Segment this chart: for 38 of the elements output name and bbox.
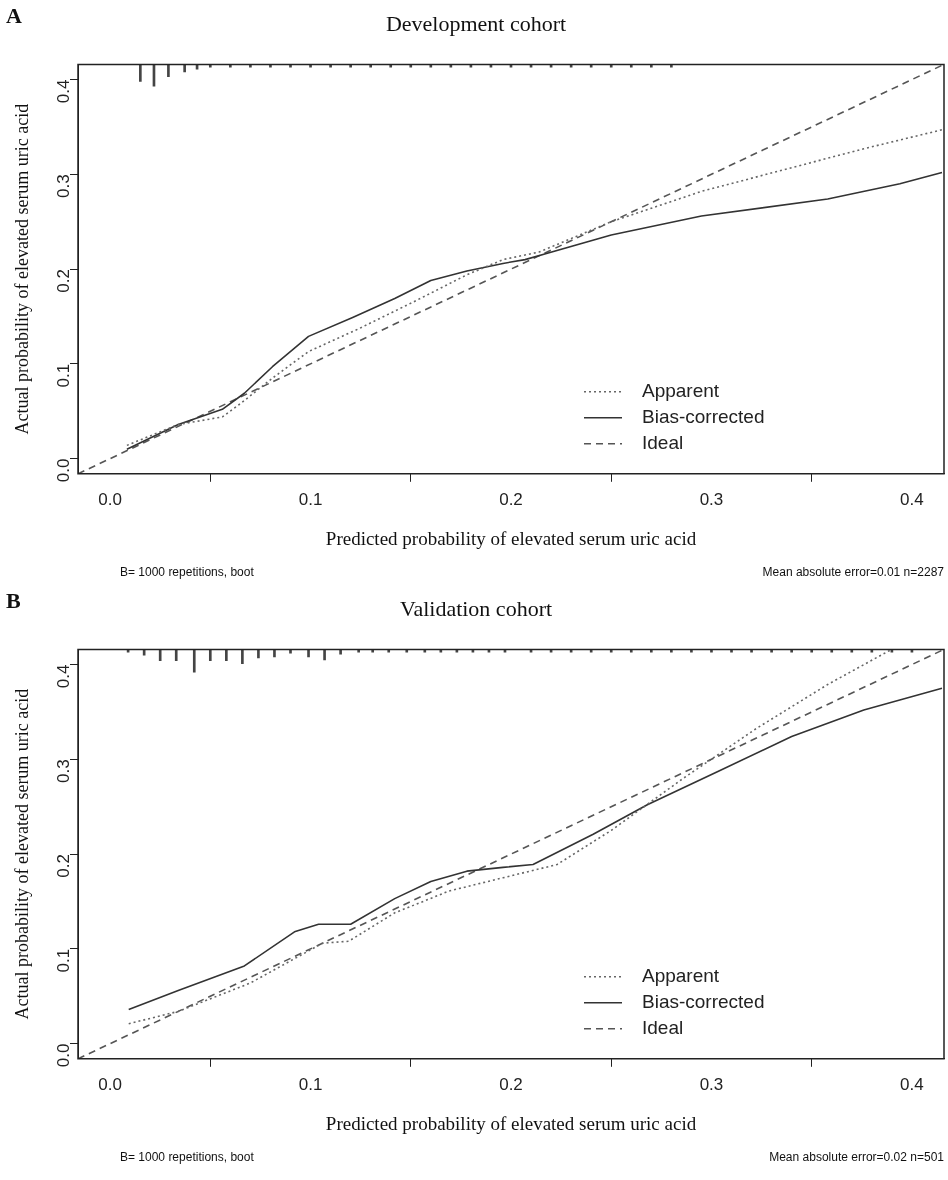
chart-title: Development cohort: [385, 10, 567, 36]
legend-label: Apparent: [642, 965, 720, 987]
chart-title: Validation cohort: [399, 595, 553, 621]
x-tick-label: 0.0: [98, 1074, 122, 1094]
legend-label: Ideal: [642, 432, 684, 454]
text: B= 1000 repetitions, boot: [120, 565, 255, 580]
text: B= 1000 repetitions, boot: [120, 1150, 255, 1165]
y-tick-label: 0.2: [53, 269, 73, 293]
text: A: [6, 2, 22, 28]
y-tick-label: 0.1: [53, 948, 73, 973]
legend-label: Apparent: [642, 380, 720, 402]
x-tick-label: 0.4: [900, 489, 924, 509]
y-tick-label: 0.4: [53, 664, 73, 689]
y-tick-label: 0.2: [53, 854, 73, 878]
legend-label: Bias-corrected: [642, 406, 765, 428]
x-tick-label: 0.1: [298, 1074, 323, 1094]
y-tick-label: 0.3: [53, 174, 73, 198]
legend-label: Ideal: [642, 1017, 684, 1039]
x-tick-label: 0.4: [900, 1074, 924, 1094]
text: B: [6, 587, 21, 613]
y-axis-title: Actual probability of elevated serum uric acid: [11, 103, 32, 435]
y-axis-title: Actual probability of elevated serum uric acid: [11, 688, 32, 1020]
y-tick-label: 0.0: [53, 1043, 73, 1068]
x-tick-label: 0.0: [98, 489, 122, 509]
y-tick-label: 0.1: [53, 363, 73, 388]
x-tick-label: 0.3: [699, 489, 724, 509]
legend-label: Bias-corrected: [642, 991, 765, 1013]
x-tick-label: 0.2: [499, 489, 523, 509]
y-tick-label: 0.4: [53, 79, 73, 104]
text: Mean absolute error=0.01 n=2287: [762, 565, 945, 580]
x-tick-label: 0.3: [699, 1074, 724, 1094]
text: Mean absolute error=0.02 n=501: [769, 1150, 945, 1165]
x-tick-label: 0.1: [298, 489, 323, 509]
x-axis-title: Predicted probability of elevated serum uric acid: [325, 1112, 697, 1134]
y-tick-label: 0.0: [53, 458, 73, 483]
x-axis-title: Predicted probability of elevated serum uric acid: [325, 527, 697, 549]
x-tick-label: 0.2: [499, 1074, 523, 1094]
y-tick-label: 0.3: [53, 759, 73, 783]
